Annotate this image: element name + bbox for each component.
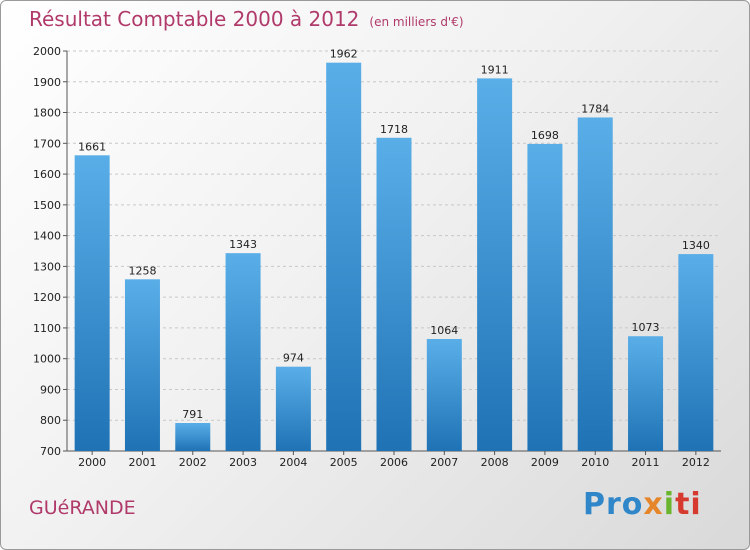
labels: 2000 1661 2001 1258 2002 791 2003 1343 2004 974 20… xyxy=(78,48,710,469)
logo-part: Pro xyxy=(583,487,644,522)
bar-2009 xyxy=(527,143,563,451)
y-tick-label: 1700 xyxy=(33,137,61,150)
data-label: 1661 xyxy=(78,140,106,153)
x-tick-label: 2004 xyxy=(279,456,307,469)
bar-2007 xyxy=(426,339,462,451)
data-label: 1258 xyxy=(128,264,156,277)
x-tick-label: 2012 xyxy=(682,456,710,469)
bar-2008 xyxy=(477,78,513,451)
data-label: 791 xyxy=(182,408,203,421)
bar-2006 xyxy=(376,137,412,451)
data-label: 1064 xyxy=(430,324,458,337)
title-unit: (en milliers d'€) xyxy=(369,15,464,29)
bar-2000 xyxy=(74,155,110,452)
bar-2001 xyxy=(124,279,160,451)
y-tick-label: 1500 xyxy=(33,199,61,212)
x-tick-label: 2000 xyxy=(78,456,106,469)
x-tick-label: 2010 xyxy=(581,456,609,469)
bar-2005 xyxy=(326,62,362,451)
bar-2002 xyxy=(175,423,211,451)
y-tick-label: 1600 xyxy=(33,168,61,181)
x-tick-label: 2009 xyxy=(531,456,559,469)
town-name: GUéRANDE xyxy=(29,497,136,519)
x-tick-label: 2003 xyxy=(229,456,257,469)
x-tick-label: 2008 xyxy=(481,456,509,469)
x-tick-label: 2011 xyxy=(632,456,660,469)
title-text: Résultat Comptable 2000 à 2012 xyxy=(29,7,360,31)
x-tick-label: 2007 xyxy=(430,456,458,469)
data-label: 1962 xyxy=(330,48,358,61)
data-label: 1340 xyxy=(682,239,710,252)
data-label: 1698 xyxy=(531,129,559,142)
bars xyxy=(74,62,714,452)
chart-title: Résultat Comptable 2000 à 2012 (en millie… xyxy=(29,7,464,31)
y-tick-label: 1200 xyxy=(33,291,61,304)
y-tick-label: 1800 xyxy=(33,107,61,120)
y-tick-label: 1300 xyxy=(33,260,61,273)
y-tick-label: 1100 xyxy=(33,322,61,335)
data-label: 1718 xyxy=(380,123,408,136)
y-tick-label: 2000 xyxy=(33,45,61,58)
bar-2011 xyxy=(628,336,664,451)
data-label: 1784 xyxy=(581,102,609,115)
y-tick-label: 1000 xyxy=(33,353,61,366)
bar-2004 xyxy=(275,366,311,451)
y-tick-label: 900 xyxy=(40,383,61,396)
x-tick-label: 2002 xyxy=(179,456,207,469)
y-tick-label: 1400 xyxy=(33,230,61,243)
bar-2012 xyxy=(678,254,714,451)
logo-part: i xyxy=(663,487,676,522)
y-tick-label: 800 xyxy=(40,414,61,427)
proxiti-logo: Proxiti xyxy=(583,487,702,522)
y-tick-label: 700 xyxy=(40,445,61,458)
x-tick-label: 2001 xyxy=(128,456,156,469)
bar-2003 xyxy=(225,253,261,451)
x-tick-label: 2006 xyxy=(380,456,408,469)
x-tick-label: 2005 xyxy=(330,456,358,469)
logo-part: ti xyxy=(675,487,702,522)
data-label: 1073 xyxy=(632,321,660,334)
data-label: 1343 xyxy=(229,238,257,251)
bar-2010 xyxy=(577,117,613,451)
data-label: 974 xyxy=(283,352,304,365)
logo-part: x xyxy=(643,487,664,522)
axes: 700 800 900 1000 1100 1200 1300 1400 1500 1600 170… xyxy=(33,45,721,458)
data-label: 1911 xyxy=(481,63,509,76)
y-tick-label: 1900 xyxy=(33,76,61,89)
